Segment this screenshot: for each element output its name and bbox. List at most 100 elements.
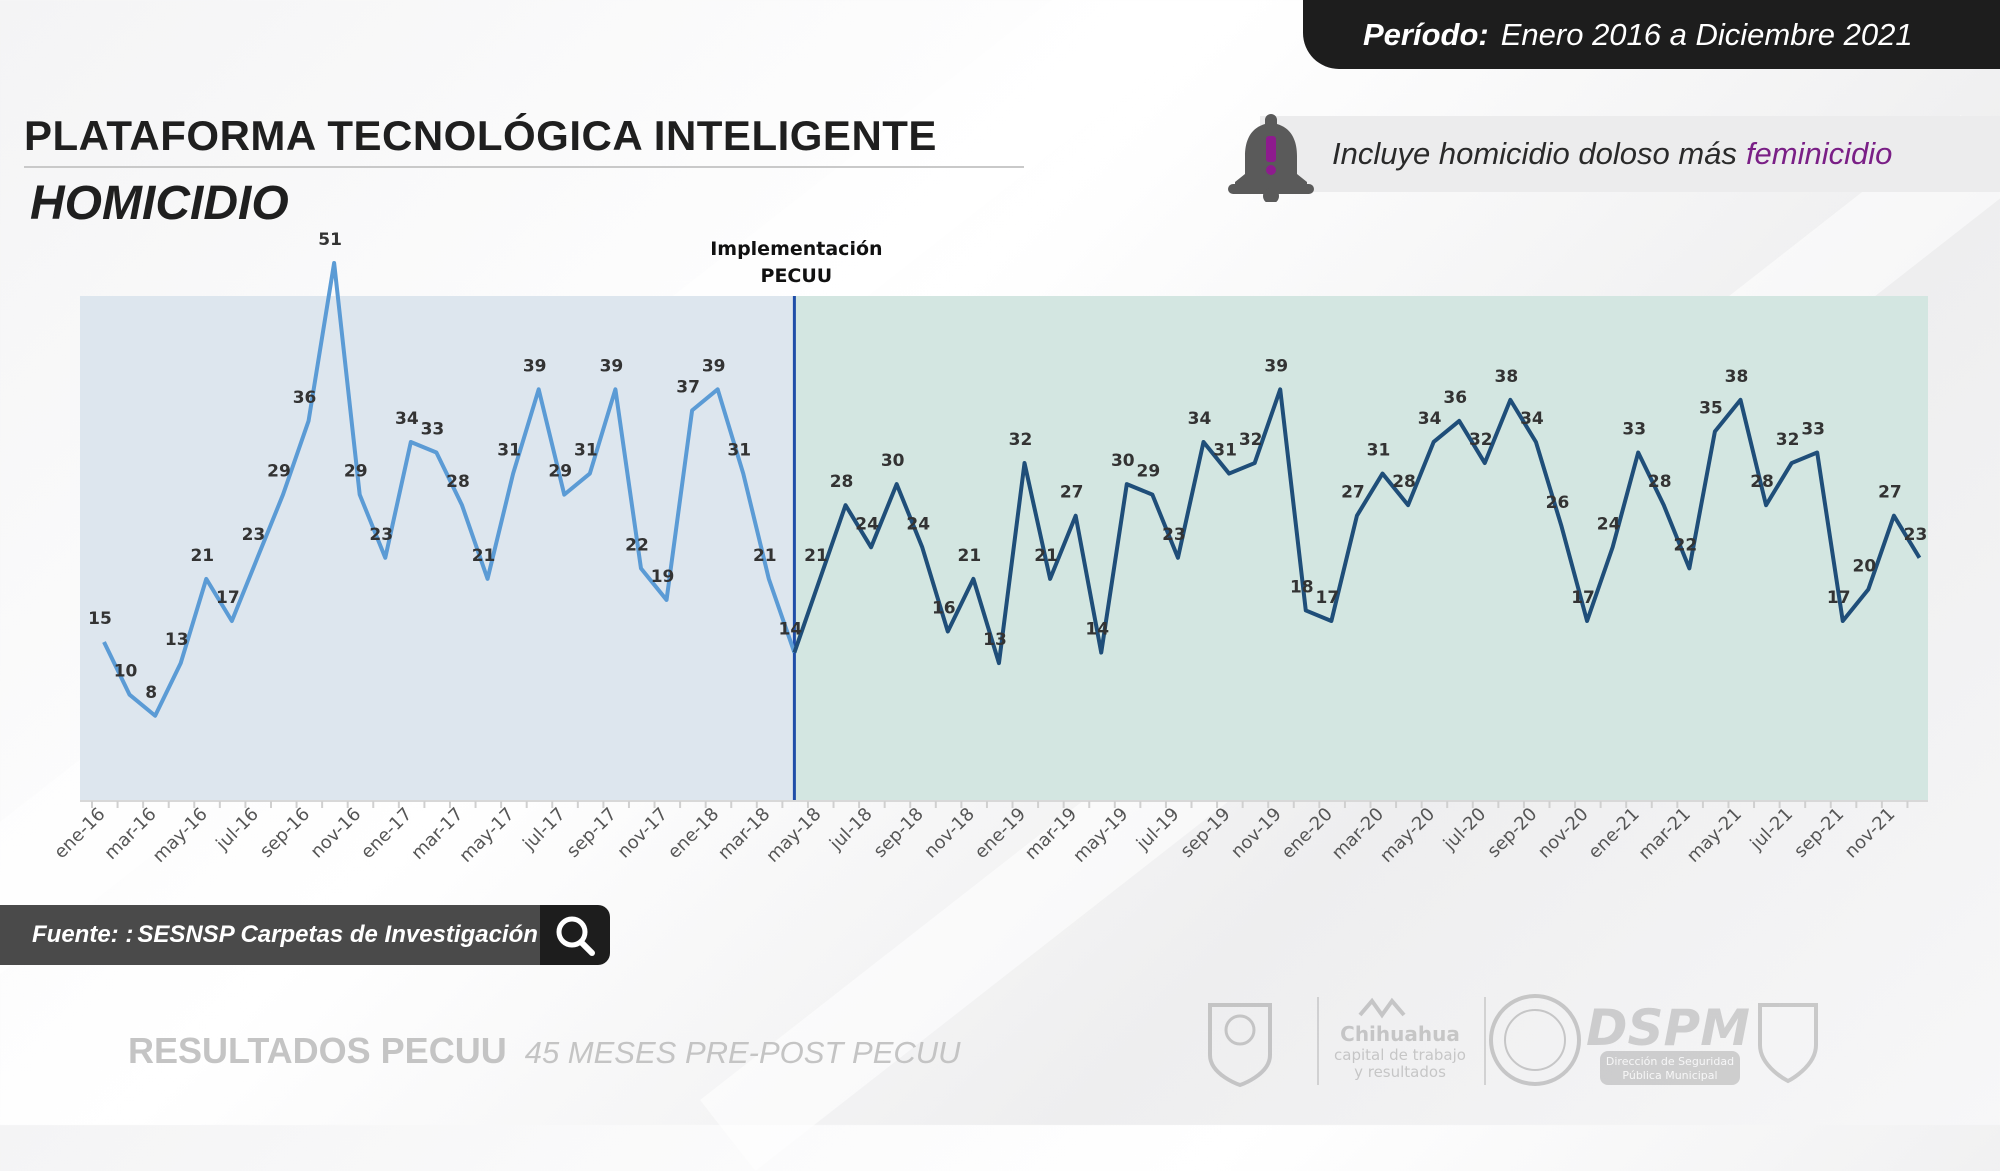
data-label: 36 (293, 388, 317, 408)
data-label: 17 (1571, 588, 1595, 608)
data-label: 32 (1776, 430, 1800, 450)
data-label: 28 (1392, 472, 1416, 492)
data-label: 32 (1009, 430, 1033, 450)
x-tick-label: sep-17 (563, 804, 621, 862)
data-label: 21 (753, 546, 777, 566)
data-label: 28 (446, 472, 470, 492)
data-label: 21 (472, 546, 496, 566)
data-label: 24 (1597, 514, 1621, 534)
x-tick-label: nov-20 (1534, 804, 1593, 863)
data-label: 17 (216, 588, 240, 608)
implementation-annotation-line-1: Implementación (710, 238, 882, 260)
x-tick-label: nov-18 (920, 804, 979, 863)
data-label: 36 (1443, 388, 1467, 408)
municipal-seal-logo (1208, 1003, 1272, 1088)
results-footer: RESULTADOS PECUU 45 MESES PRE-POST PECUU (128, 1030, 961, 1072)
data-label: 35 (1699, 398, 1723, 418)
data-label: 23 (1162, 525, 1186, 545)
dspm-logo: DSPM Dirección de Seguridad Pública Muni… (1586, 999, 1750, 1085)
data-label: 27 (1060, 483, 1084, 503)
city-logo-line-3: y resultados (1354, 1063, 1446, 1081)
x-tick-label: sep-20 (1483, 804, 1541, 862)
period-banner: Período: Enero 2016 a Diciembre 2021 (1303, 0, 2000, 69)
data-label: 29 (344, 462, 368, 482)
data-label: 34 (395, 409, 419, 429)
x-tick-label: may-17 (456, 804, 519, 867)
data-label: 29 (1137, 462, 1161, 482)
data-label: 21 (804, 546, 828, 566)
data-label: 28 (1648, 472, 1672, 492)
source-label: Fuente: : (32, 921, 134, 948)
chihuahua-city-logo: Chihuahua capital de trabajo y resultado… (1334, 997, 1466, 1081)
note-box: Incluye homicidio doloso más feminicidio (1260, 116, 2000, 192)
data-label: 29 (267, 462, 291, 482)
x-tick-label: may-21 (1683, 804, 1746, 867)
data-label: 31 (727, 441, 751, 461)
data-labels: 1510813211723293651292334332821313929313… (88, 230, 1927, 703)
dspm-sub-line-2: Pública Municipal (1622, 1069, 1717, 1082)
data-label: 33 (421, 420, 445, 440)
period-label: Período: (1363, 16, 1489, 52)
police-shield-logo (1758, 1003, 1818, 1084)
dspm-logo-text: DSPM (1586, 999, 1750, 1057)
x-tick-label: may-18 (762, 804, 825, 867)
x-tick-label: ene-21 (1584, 804, 1643, 863)
pre-period-background (80, 296, 795, 800)
data-label: 34 (1188, 409, 1212, 429)
data-label: 30 (1111, 451, 1135, 471)
city-logo-line-1: Chihuahua (1340, 1022, 1460, 1046)
x-axis-ticks (91, 801, 1909, 808)
data-label: 17 (1827, 588, 1851, 608)
seal-circle-logo (1489, 994, 1581, 1086)
data-label: 31 (1213, 441, 1237, 461)
data-label: 18 (1290, 577, 1314, 597)
data-label: 24 (855, 514, 879, 534)
x-tick-label: may-19 (1069, 804, 1132, 867)
data-label: 15 (88, 609, 112, 629)
data-label: 31 (497, 441, 521, 461)
data-label: 27 (1341, 483, 1365, 503)
data-label: 14 (779, 620, 803, 640)
series-line-pre (102, 260, 797, 718)
x-tick-label: nov-21 (1841, 804, 1900, 863)
x-tick-label: nov-17 (613, 804, 672, 863)
data-label: 20 (1852, 556, 1876, 576)
x-tick-label: sep-18 (870, 804, 928, 862)
data-label: 23 (369, 525, 393, 545)
x-tick-label: nov-19 (1227, 804, 1286, 863)
data-label: 21 (190, 546, 214, 566)
data-label: 51 (318, 230, 342, 250)
data-label: 17 (1316, 588, 1340, 608)
data-label: 19 (651, 567, 675, 587)
source-text: SESNSP Carpetas de Investigación (137, 921, 538, 948)
data-label: 39 (523, 356, 547, 376)
x-tick-label: ene-18 (664, 804, 723, 863)
post-period-background (794, 296, 1928, 800)
x-tick-label: may-20 (1376, 804, 1439, 867)
data-label: 26 (1546, 493, 1570, 513)
data-label: 24 (906, 514, 930, 534)
data-label: 29 (548, 462, 572, 482)
search-button[interactable] (540, 905, 610, 965)
data-label: 21 (958, 546, 982, 566)
data-label: 13 (983, 630, 1007, 650)
results-sub: 45 MESES PRE-POST PECUU (524, 1035, 961, 1070)
alert-bell-icon (1228, 114, 1314, 202)
page-title: PLATAFORMA TECNOLÓGICA INTELIGENTE (24, 112, 1024, 168)
page-subtitle: HOMICIDIO (30, 177, 289, 230)
data-label: 34 (1418, 409, 1442, 429)
data-label: 39 (1264, 356, 1288, 376)
data-label: 28 (1750, 472, 1774, 492)
results-main: RESULTADOS PECUU (128, 1030, 507, 1071)
data-label: 23 (242, 525, 266, 545)
data-label: 33 (1622, 420, 1646, 440)
x-tick-label: ene-19 (971, 804, 1030, 863)
data-label: 31 (1367, 441, 1391, 461)
data-label: 16 (932, 599, 956, 619)
city-logo-line-2: capital de trabajo (1334, 1046, 1466, 1064)
x-tick-label: ene-16 (50, 804, 109, 863)
data-label: 23 (1904, 525, 1928, 545)
x-tick-label: sep-19 (1176, 804, 1234, 862)
data-label: 33 (1801, 420, 1825, 440)
